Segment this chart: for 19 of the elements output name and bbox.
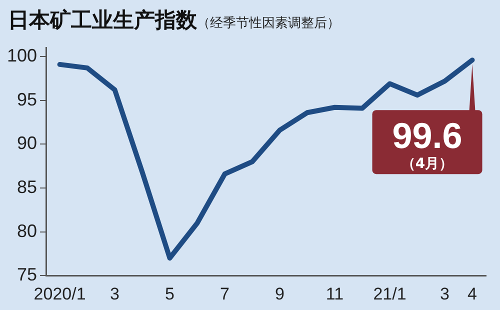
chart-subtitle: （经季节性因素调整后）	[197, 16, 340, 31]
y-tick-label: 80	[17, 220, 38, 241]
x-tick-label: 4	[468, 284, 477, 304]
y-tick-label: 90	[17, 133, 38, 154]
chart-title: 日本矿工业生产指数	[8, 8, 197, 32]
x-tick-label: 9	[275, 284, 284, 304]
x-tick-label: 5	[165, 284, 175, 304]
y-tick-label: 85	[17, 176, 38, 197]
x-tick-label: 2020/1	[34, 284, 86, 304]
y-tick-label: 100	[6, 46, 38, 66]
y-tick-label: 75	[17, 264, 38, 285]
y-tick-label: 95	[17, 89, 38, 110]
x-tick-label: 3	[110, 284, 120, 304]
x-tick-label: 3	[440, 284, 450, 304]
x-tick-label: 7	[220, 284, 230, 304]
annotation: （4月）	[401, 156, 454, 172]
annotation: 99.6	[392, 115, 462, 156]
x-tick-label: 11	[326, 284, 344, 304]
x-tick-label: 21/1	[373, 284, 406, 304]
